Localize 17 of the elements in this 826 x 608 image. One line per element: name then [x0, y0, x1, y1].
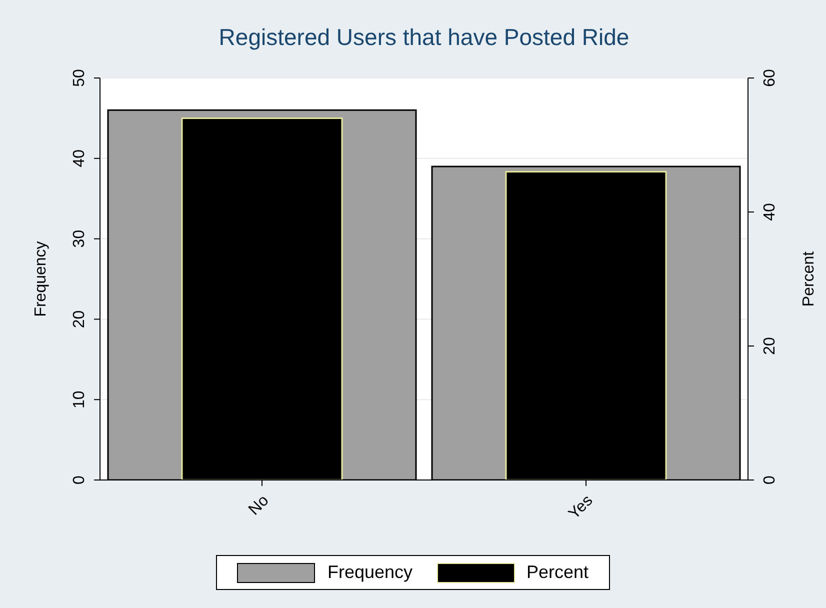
chart-title: Registered Users that have Posted Ride: [218, 24, 630, 51]
y-tick-label: 50: [71, 69, 88, 87]
x-tick-label: No: [246, 492, 272, 519]
y2-axis-title: Percent: [800, 250, 818, 307]
legend-label: Frequency: [327, 562, 412, 583]
y-tick-label: 20: [71, 310, 88, 328]
y-tick-label: 30: [71, 230, 88, 248]
y-axis-title: Frequency: [32, 241, 50, 317]
y-tick-label: 0: [71, 475, 88, 484]
y-tick-label: 40: [71, 149, 88, 168]
y2-tick-label: 60: [761, 69, 778, 87]
x-tick-label: Yes: [566, 492, 596, 523]
y2-tick-label: 40: [761, 203, 778, 221]
y2-tick-label: 20: [761, 337, 778, 355]
legend-label: Percent: [526, 562, 589, 583]
y2-tick-label: 0: [761, 475, 778, 484]
y-tick-label: 10: [71, 390, 88, 408]
